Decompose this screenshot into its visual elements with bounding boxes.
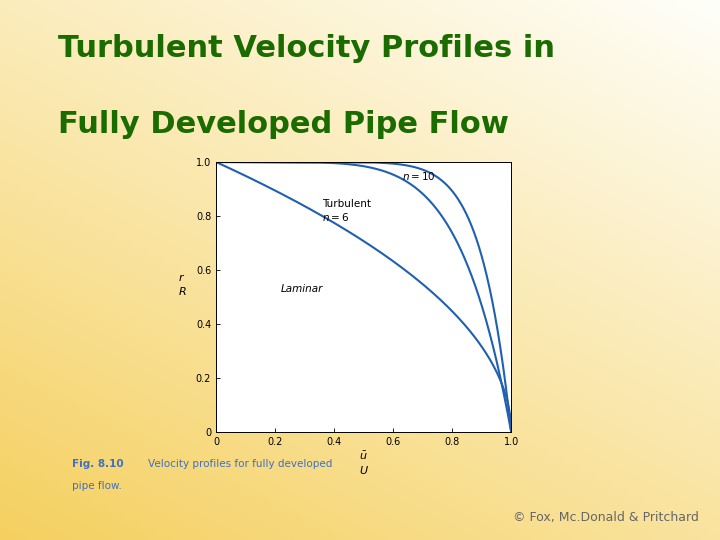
X-axis label: $\bar{u}$
$U$: $\bar{u}$ $U$ xyxy=(359,450,369,476)
Text: Velocity profiles for fully developed: Velocity profiles for fully developed xyxy=(148,459,332,469)
Text: pipe flow.: pipe flow. xyxy=(72,481,122,491)
Y-axis label: $r$
$R$: $r$ $R$ xyxy=(178,272,186,297)
Text: Laminar: Laminar xyxy=(281,284,323,294)
Text: Fig. 8.10: Fig. 8.10 xyxy=(72,459,124,469)
Text: $n = 10$: $n = 10$ xyxy=(402,170,436,181)
Text: Fully Developed Pipe Flow: Fully Developed Pipe Flow xyxy=(58,110,508,139)
Text: Turbulent Velocity Profiles in: Turbulent Velocity Profiles in xyxy=(58,34,554,63)
Text: © Fox, Mc.Donald & Pritchard: © Fox, Mc.Donald & Pritchard xyxy=(513,511,698,524)
Text: Turbulent
$n = 6$: Turbulent $n = 6$ xyxy=(323,199,372,224)
